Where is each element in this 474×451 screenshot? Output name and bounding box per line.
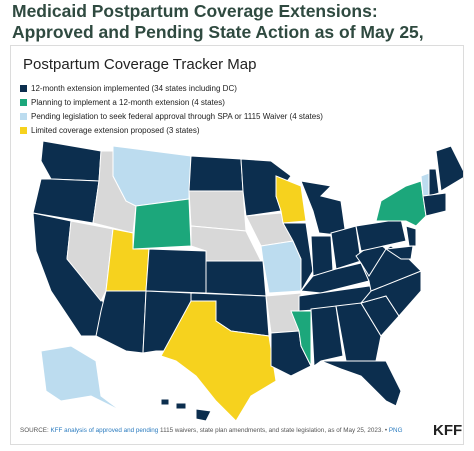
legend-item: 12-month extension implemented (34 state…: [20, 81, 323, 95]
legend-label: Planning to implement a 12-month extensi…: [31, 97, 225, 107]
legend-swatch: [20, 84, 27, 92]
state-shape[interactable]: [260, 240, 302, 294]
state-shape[interactable]: [330, 225, 362, 270]
state-shape[interactable]: [160, 398, 170, 406]
state-shape[interactable]: [66, 220, 114, 302]
state-shape[interactable]: [375, 180, 427, 227]
state-shape[interactable]: [95, 290, 147, 354]
state-shape[interactable]: [420, 172, 430, 197]
legend-label: Limited coverage extension proposed (3 s…: [31, 125, 200, 135]
source-text: 1115 waivers, state plan amendments, and…: [160, 427, 384, 434]
state-shape[interactable]: [428, 168, 440, 197]
state-shape[interactable]: [290, 310, 312, 367]
state-shape[interactable]: [384, 245, 414, 260]
source-link[interactable]: KFF analysis of approved and pending: [50, 427, 159, 434]
source-separator: •: [384, 427, 388, 434]
source-note: SOURCE: KFF analysis of approved and pen…: [20, 427, 403, 434]
state-shape[interactable]: [310, 305, 344, 367]
state-shape[interactable]: [205, 260, 267, 297]
legend-item: Planning to implement a 12-month extensi…: [20, 95, 323, 109]
source-prefix: SOURCE:: [20, 427, 49, 434]
state-shape[interactable]: [188, 155, 244, 192]
card: Postpartum Coverage Tracker Map 12-month…: [10, 45, 464, 445]
legend-swatch: [20, 112, 27, 120]
state-shape[interactable]: [310, 235, 334, 277]
legend-swatch: [20, 126, 27, 134]
legend-item: Pending legislation to seek federal appr…: [20, 109, 323, 123]
legend-swatch: [20, 98, 27, 106]
state-shape[interactable]: [132, 198, 192, 250]
state-shape[interactable]: [40, 345, 122, 412]
legend-label: 12-month extension implemented (34 state…: [31, 83, 237, 93]
logo: KFF: [433, 422, 463, 439]
state-shape[interactable]: [300, 180, 347, 237]
state-shape[interactable]: [435, 145, 463, 192]
legend: 12-month extension implemented (34 state…: [20, 81, 323, 137]
state-shape[interactable]: [160, 300, 277, 422]
state-shape[interactable]: [40, 140, 102, 182]
us-map: [32, 140, 463, 422]
state-shape[interactable]: [355, 218, 407, 252]
png-link[interactable]: PNG: [388, 427, 403, 434]
legend-label: Pending legislation to seek federal appr…: [31, 111, 323, 121]
state-shape[interactable]: [195, 408, 212, 422]
state-shape[interactable]: [320, 360, 402, 407]
state-shape[interactable]: [112, 145, 192, 207]
state-shape[interactable]: [405, 225, 417, 247]
card-title: Postpartum Coverage Tracker Map: [23, 56, 257, 73]
state-shape[interactable]: [422, 192, 447, 217]
state-shape[interactable]: [188, 190, 247, 232]
state-shape[interactable]: [145, 248, 207, 294]
state-shape[interactable]: [175, 402, 187, 410]
legend-item: Limited coverage extension proposed (3 s…: [20, 123, 323, 137]
